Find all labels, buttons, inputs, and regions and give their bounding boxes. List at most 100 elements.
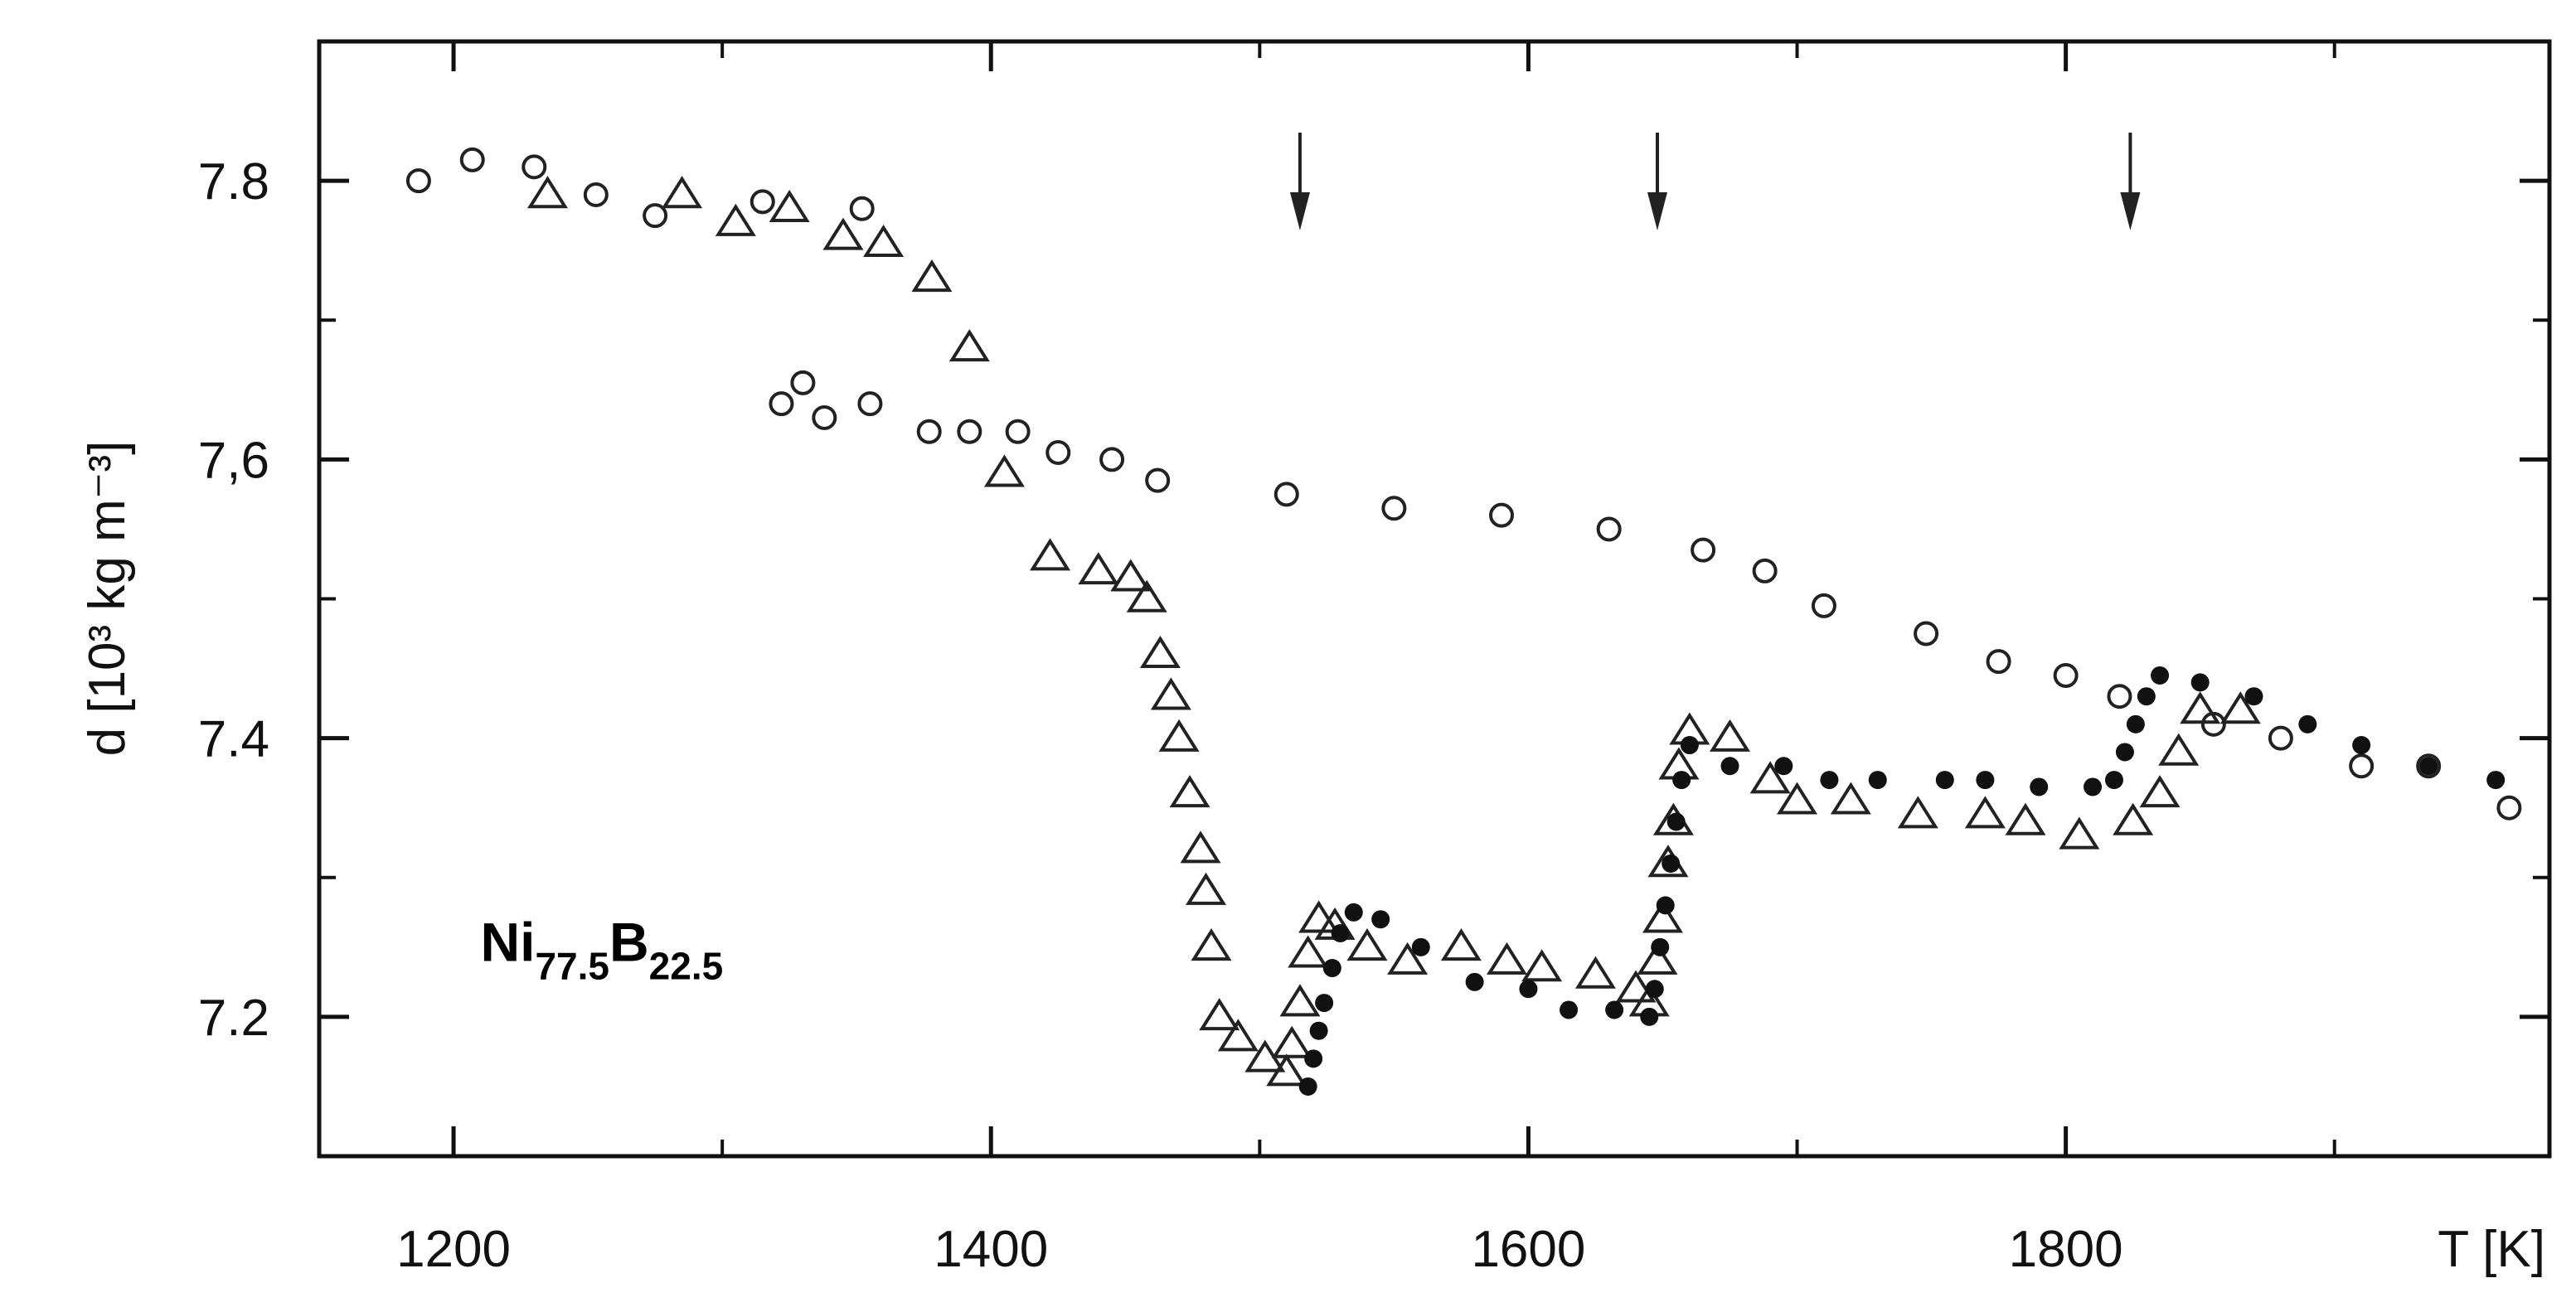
triangle-point	[1642, 900, 1684, 933]
plot-frame	[317, 39, 2552, 1159]
filled-circle-point	[1371, 910, 1390, 929]
triangle-point	[2158, 733, 2200, 766]
triangle-point	[1180, 830, 1221, 864]
triangle-point	[1158, 719, 1200, 752]
x-tick-label: 1400	[934, 1221, 1048, 1278]
annotation-base: Ni	[480, 912, 535, 973]
triangle-point	[1279, 984, 1321, 1017]
filled-circle-point	[1868, 771, 1887, 790]
filled-circle-point	[1656, 896, 1675, 915]
x-tick-label: 1600	[1471, 1221, 1585, 1278]
triangle-point	[1169, 775, 1210, 808]
annotation-sub1: 77.5	[535, 945, 609, 988]
arrow-annotations	[1289, 133, 2141, 230]
tick-labels: 1200 1400 1600 1800 7.2 7.4 7,6 7.8	[198, 153, 2123, 1278]
triangle-point	[662, 176, 703, 209]
open-circle-point	[957, 419, 982, 444]
triangle-point	[715, 203, 756, 236]
triangle-point	[1217, 1019, 1259, 1052]
open-circle-point	[1005, 419, 1031, 444]
filled-circle-point	[1411, 937, 1430, 956]
annotation-sub2: 22.5	[649, 945, 724, 988]
x-axis-label: T [K]	[2438, 1221, 2545, 1278]
filled-circle-point	[1605, 1000, 1624, 1019]
open-circle-point	[916, 419, 942, 444]
open-circle-point	[1811, 593, 1836, 618]
triangle-point	[2113, 802, 2154, 835]
triangle-point	[1440, 928, 1482, 961]
open-circle-point	[2053, 662, 2079, 688]
filled-circle-point	[1315, 994, 1334, 1013]
open-circle-point	[1752, 558, 1778, 583]
open-circle-point	[849, 196, 875, 221]
filled-circle-point	[1519, 980, 1538, 999]
y-tick-label: 7.8	[198, 153, 269, 211]
filled-circle-point	[1560, 1000, 1579, 1019]
triangle-point	[1749, 761, 1791, 794]
triangle-point	[1486, 942, 1528, 975]
filled-circle-point	[2151, 666, 2170, 685]
open-circle-point	[1381, 496, 1407, 521]
filled-circle-point	[1331, 924, 1350, 942]
data-series	[405, 147, 2522, 1096]
open-circle-point	[643, 203, 668, 229]
open-circle-point	[2496, 795, 2522, 821]
open-circle-point	[1596, 516, 1622, 542]
triangle-point	[863, 225, 905, 258]
open-circle-point	[522, 154, 547, 180]
triangle-point	[2059, 816, 2100, 850]
filled-circle-point	[1309, 1021, 1328, 1040]
triangle-point	[1521, 949, 1563, 982]
alloy-annotation: Ni77.5B22.5	[480, 912, 723, 988]
y-axis-label: d [10³ kg m⁻³]	[79, 441, 136, 757]
triangle-point	[1288, 935, 1329, 968]
triangle-point	[1777, 782, 1818, 815]
triangle-point	[911, 259, 953, 293]
triangle-point	[1964, 796, 2006, 829]
arrow-head	[2120, 192, 2141, 230]
filled-circle-point	[1666, 812, 1686, 831]
filled-circle-point	[1935, 771, 1954, 790]
arrow-head	[1647, 192, 1667, 230]
triangle-point	[1637, 942, 1678, 975]
open-circle-point	[405, 168, 431, 194]
triangle-point	[1185, 872, 1227, 905]
open-circle-point	[583, 182, 609, 207]
open-circle-point	[2416, 753, 2442, 779]
x-tick-label: 1800	[2009, 1221, 2123, 1278]
series-open-triangle	[526, 176, 2261, 1087]
filled-circle-point	[2084, 777, 2103, 796]
y-tick-label: 7,6	[198, 432, 269, 489]
filled-circle-point	[2298, 714, 2317, 733]
filled-circle-point	[1322, 959, 1341, 978]
triangle-point	[1191, 928, 1232, 961]
filled-circle-point	[1820, 771, 1839, 790]
triangle-point	[1199, 998, 1240, 1031]
open-circle-point	[1273, 482, 1299, 507]
triangle-point	[2139, 775, 2181, 808]
open-circle-point	[1489, 502, 1515, 528]
triangle-point	[1574, 956, 1616, 989]
open-circle-point	[1691, 537, 1716, 563]
filled-circle-point	[1720, 757, 1739, 776]
filled-circle-point	[1651, 937, 1670, 956]
arrow-head	[1289, 192, 1310, 230]
open-circle-point	[1145, 467, 1171, 493]
y-tick-label: 7.2	[198, 990, 269, 1047]
triangle-point	[983, 454, 1025, 487]
open-circle-point	[1986, 649, 2011, 675]
axis-ticks	[319, 41, 2549, 1156]
triangle-point	[1615, 970, 1657, 1003]
open-circle-point	[790, 370, 816, 395]
open-circle-point	[459, 147, 485, 172]
triangle-point	[769, 189, 810, 222]
open-circle-point	[2349, 753, 2375, 779]
filled-circle-point	[1304, 1049, 1323, 1068]
open-circle-point	[1099, 447, 1125, 472]
filled-circle-point	[1662, 854, 1681, 873]
triangle-point	[1298, 900, 1340, 933]
open-circle-point	[769, 391, 794, 417]
filled-circle-point	[1640, 1007, 1659, 1026]
filled-circle-point	[1465, 972, 1484, 991]
